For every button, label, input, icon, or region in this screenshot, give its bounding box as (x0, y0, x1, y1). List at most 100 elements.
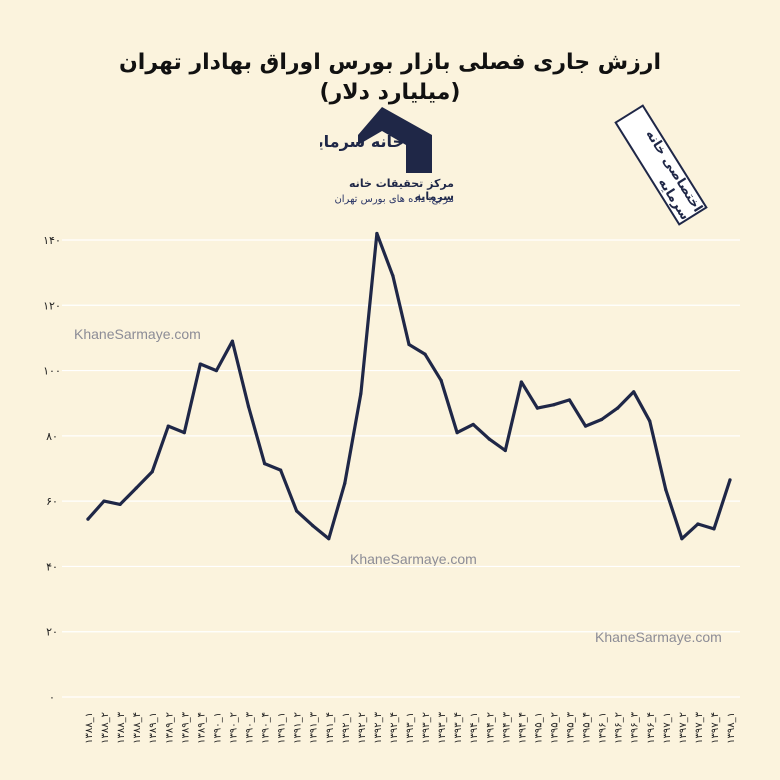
data-point (583, 424, 588, 428)
data-point (439, 378, 443, 382)
x-tick-label: ۱۳۹۳_۲ (421, 712, 432, 744)
logo-brand-text: خانه سرمایه (320, 132, 404, 151)
data-point (279, 468, 283, 472)
data-point (712, 527, 716, 531)
data-point (551, 403, 556, 407)
x-tick-label: ۱۳۹۶_۴ (646, 712, 657, 744)
x-tick-label: ۱۳۹۰_۴ (261, 712, 272, 744)
watermark-2: KhaneSarmaye.com (350, 551, 477, 567)
x-tick-label: ۱۳۹۰_۱ (212, 712, 223, 744)
x-tick-label: ۱۳۹۴_۲ (485, 712, 496, 744)
data-point (262, 462, 267, 466)
series-line (86, 231, 732, 541)
series-layer (86, 231, 732, 541)
x-tick-label: ۱۳۹۳_۴ (453, 712, 464, 744)
x-axis: ۱۳۸۸_۱ ۱۳۸۸_۲ ۱۳۸۸_۳ ۱۳۸۸_۴ ۱۳۸۹_۱ ۱۳۸۹_۲ ۱۳۸۹… (84, 711, 737, 743)
data-point (519, 380, 523, 384)
data-point (503, 448, 507, 453)
x-tick-label: ۱۳۹۲_۲ (357, 712, 368, 744)
x-tick-label: ۱۳۸۸_۴ (132, 712, 143, 744)
data-point (102, 499, 106, 503)
x-tick-label: ۱۳۹۳_۳ (437, 711, 448, 743)
data-point (86, 517, 90, 521)
data-point (455, 430, 459, 435)
data-point (423, 352, 427, 356)
y-tick-label: ۶۰ (46, 495, 58, 508)
x-tick-label: ۱۳۸۹_۳ (180, 711, 191, 743)
data-point (728, 478, 732, 482)
data-point (407, 342, 411, 347)
y-tick-label: ۴۰ (46, 560, 58, 573)
y-tick-label: ۲۰ (46, 626, 58, 639)
data-point (680, 537, 684, 541)
x-tick-label: ۱۳۹۴_۳ (501, 711, 512, 743)
grid (62, 239, 740, 698)
x-tick-label: ۱۳۹۱_۴ (325, 712, 336, 744)
y-tick-label: ۱۲۰ (43, 299, 61, 312)
house-logo-icon: خانه سرمایه (308, 107, 432, 173)
data-point (616, 406, 620, 410)
data-point (166, 424, 170, 428)
x-tick-label: ۱۳۹۵_۳ (566, 711, 577, 743)
data-point (600, 417, 604, 422)
x-tick-label: ۱۳۹۳_۱ (405, 712, 416, 744)
x-tick-label: ۱۳۹۰_۲ (228, 712, 239, 744)
y-tick-label: ۰ (49, 691, 55, 704)
data-point (632, 390, 636, 394)
data-point (343, 481, 347, 485)
x-tick-label: ۱۳۹۵_۱ (533, 712, 544, 744)
data-point (150, 470, 154, 474)
data-point (198, 362, 202, 366)
y-axis: ۰ ۲۰ ۴۰ ۶۰ ۸۰ ۱۰۰ ۱۲۰ ۱۴۰ (43, 234, 61, 704)
data-point (391, 274, 395, 278)
x-tick-label: ۱۳۸۹_۱ (148, 712, 159, 744)
data-point (567, 398, 572, 402)
x-tick-label: ۱۳۸۸_۱ (84, 712, 95, 744)
data-point (359, 391, 363, 396)
x-tick-label: ۱۳۹۵_۲ (549, 712, 560, 744)
brand-logo: خانه سرمایه (308, 105, 460, 215)
data-point (182, 430, 186, 435)
logo-subtitle: مرکز تحقیقات خانه سرمایه (349, 177, 454, 203)
x-tick-label: ۱۳۸۹_۴ (196, 712, 207, 744)
data-point (487, 437, 491, 441)
x-tick-label: ۱۳۹۵_۴ (582, 712, 593, 744)
x-tick-label: ۱۳۹۰_۳ (245, 711, 256, 743)
x-tick-label: ۱۳۸۸_۳ (116, 711, 127, 743)
watermark-3: KhaneSarmaye.com (595, 629, 722, 645)
x-tick-label: ۱۳۹۷_۳ (694, 711, 705, 743)
x-tick-label: ۱۳۹۶_۲ (614, 712, 625, 744)
x-tick-label: ۱۳۹۸_۱ (726, 712, 737, 744)
data-point (471, 422, 475, 427)
y-tick-label: ۱۴۰ (43, 234, 61, 247)
x-tick-label: ۱۳۹۲_۱ (341, 712, 352, 744)
watermark-1: KhaneSarmaye.com (74, 326, 201, 342)
y-tick-label: ۸۰ (46, 430, 58, 443)
data-point (134, 486, 138, 490)
x-tick-label: ۱۳۹۶_۱ (598, 712, 609, 744)
data-point (246, 404, 251, 409)
data-point (696, 522, 700, 526)
x-tick-label: ۱۳۹۲_۳ (373, 711, 384, 743)
data-point (648, 419, 652, 423)
x-tick-label: ۱۳۹۲_۴ (389, 712, 400, 744)
y-tick-label: ۱۰۰ (43, 365, 61, 378)
x-tick-label: ۱۳۹۴_۱ (469, 712, 480, 744)
data-point (664, 488, 668, 492)
data-point (375, 231, 379, 236)
chart-title: ارزش جاری فصلی بازار بورس اوراق بهادار ت… (119, 50, 661, 105)
x-tick-label: ۱۳۹۱_۱ (277, 712, 288, 744)
data-point (230, 339, 235, 343)
data-point (311, 524, 315, 528)
x-tick-label: ۱۳۹۷_۴ (710, 712, 721, 744)
data-point (214, 368, 218, 373)
logo-source: مرجع: داده های بورس تهران (334, 194, 454, 205)
data-point (327, 537, 331, 541)
x-tick-label: ۱۳۹۱_۳ (309, 711, 320, 743)
data-point (535, 406, 540, 410)
data-point (295, 509, 299, 513)
data-point (118, 502, 122, 507)
x-tick-label: ۱۳۹۴_۴ (517, 712, 528, 744)
